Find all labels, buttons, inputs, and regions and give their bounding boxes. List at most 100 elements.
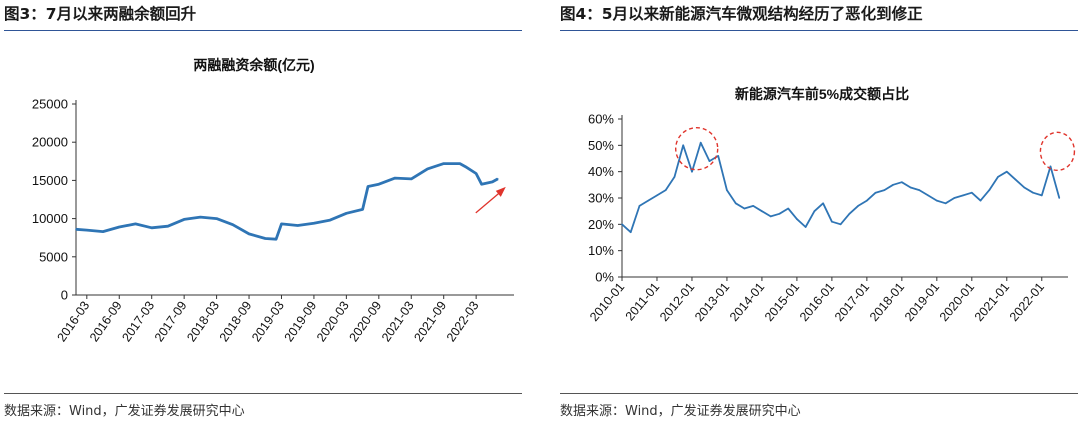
data-point: [264, 237, 267, 240]
data-point: [442, 162, 445, 165]
data-point: [361, 208, 364, 211]
data-point: [1023, 186, 1026, 189]
data-point: [102, 230, 104, 233]
data-point: [167, 225, 169, 228]
data-point: [199, 216, 202, 218]
x-tick-label: 2018-03: [184, 299, 222, 345]
data-point: [874, 191, 877, 194]
data-point: [647, 199, 650, 202]
data-point: [796, 218, 798, 220]
data-point: [979, 199, 982, 202]
data-point: [1032, 191, 1034, 194]
data-point: [296, 224, 299, 227]
figure-4-source: 数据来源：Wind，广发证券发展研究中心: [560, 404, 801, 419]
data-point: [944, 202, 947, 205]
data-point: [787, 207, 789, 210]
data-point: [752, 205, 754, 207]
data-point: [927, 194, 929, 197]
chart-title: 两融融资余额(亿元): [193, 57, 314, 73]
y-tick-label: 10000: [32, 211, 68, 226]
data-point: [822, 202, 824, 205]
x-tick-label: 2019-03: [249, 299, 287, 345]
data-point: [717, 155, 719, 157]
series-line: [621, 141, 1061, 234]
data-point: [313, 222, 315, 224]
y-tick-label: 5000: [39, 249, 68, 264]
x-tick-label: 2021-03: [379, 299, 417, 345]
figure-3-top-rule: [4, 30, 522, 31]
data-point: [1049, 165, 1052, 168]
data-point: [673, 176, 676, 178]
x-tick-label: 2016-09: [87, 299, 125, 345]
x-tick-label: 2021-09: [411, 299, 449, 345]
data-point: [699, 141, 702, 144]
data-point: [367, 185, 369, 188]
data-point: [883, 189, 886, 191]
data-point: [480, 183, 483, 186]
x-tick-label: 2017-03: [119, 299, 157, 345]
data-point: [464, 165, 467, 168]
data-point: [839, 223, 842, 226]
highlight-circle: [675, 126, 719, 171]
x-tick-label: 2011-01: [623, 280, 663, 323]
y-tick-label: 15000: [32, 173, 68, 188]
data-point: [726, 189, 728, 191]
data-point: [664, 189, 667, 191]
y-tick-label: 25000: [32, 97, 68, 112]
data-point: [183, 218, 185, 221]
data-point: [475, 172, 477, 175]
data-point: [997, 176, 999, 178]
x-tick-label: 2022-01: [1007, 280, 1047, 324]
y-tick-label: 20%: [588, 217, 614, 232]
x-tick-label: 2021-01: [972, 280, 1012, 324]
figure-3-chart: 两融融资余额(亿元) 0 5000 10000 15000 20000 25000 2016-…: [4, 42, 522, 386]
data-point: [971, 191, 973, 194]
data-point: [936, 199, 938, 202]
x-tick-label: 2010-01: [587, 280, 627, 324]
figure-4-chart: 新能源汽车前5%成交额占比 0% 10% 20% 30% 40% 50% 60% 2010-01…: [560, 42, 1078, 386]
chart-title: 新能源汽车前5%成交额占比: [735, 86, 909, 102]
rebound-arrow-icon: [475, 186, 506, 214]
data-point: [638, 205, 641, 207]
data-point: [1058, 197, 1061, 199]
data-point: [918, 189, 921, 191]
data-point: [901, 181, 903, 183]
x-tick-label: 2016-01: [797, 280, 837, 324]
y-tick-label: 20000: [32, 135, 68, 150]
data-point: [761, 210, 763, 212]
data-point: [345, 212, 348, 215]
data-point: [988, 189, 991, 191]
data-point: [857, 205, 859, 207]
series-line: [75, 162, 499, 241]
y-tick-label: 30%: [588, 191, 614, 206]
data-point: [86, 229, 88, 231]
data-point: [892, 184, 894, 186]
x-tick-label: 2018-01: [867, 280, 907, 324]
x-tick-label: 2020-01: [937, 280, 977, 324]
x-tick-label: 2020-03: [314, 299, 352, 345]
x-tick-label: 2022-03: [444, 299, 482, 345]
figure-4-top-rule: [560, 30, 1078, 31]
data-point: [118, 226, 121, 228]
nev-turnover-share-chart: 新能源汽车前5%成交额占比 0% 10% 20% 30% 40% 50% 60% 2010-01…: [587, 86, 1076, 324]
figure-3-panel: 图3：7月以来两融余额回升 两融融资余额(亿元) 0 5000 10000 15000 2…: [4, 0, 522, 431]
figure-3-source: 数据来源：Wind，广发证券发展研究中心: [4, 404, 245, 419]
data-point: [734, 202, 737, 205]
data-point: [708, 160, 711, 162]
margin-balance-chart: 两融融资余额(亿元) 0 5000 10000 15000 20000 25000 2016-…: [32, 57, 514, 345]
data-point: [962, 194, 964, 197]
data-point: [491, 181, 494, 183]
x-tick-label: 2012-01: [657, 280, 697, 324]
data-point: [410, 178, 413, 180]
data-point: [743, 207, 746, 210]
y-tick-label: 0%: [595, 270, 614, 285]
x-tick-label: 2019-01: [902, 280, 942, 324]
data-point: [1040, 194, 1043, 197]
data-point: [804, 226, 807, 228]
data-point: [813, 210, 816, 212]
figure-3-title: 图3：7月以来两融余额回升: [4, 5, 197, 23]
data-point: [280, 223, 283, 225]
y-tick-label: 10%: [588, 243, 614, 258]
data-point: [150, 226, 153, 229]
data-point: [621, 223, 623, 226]
